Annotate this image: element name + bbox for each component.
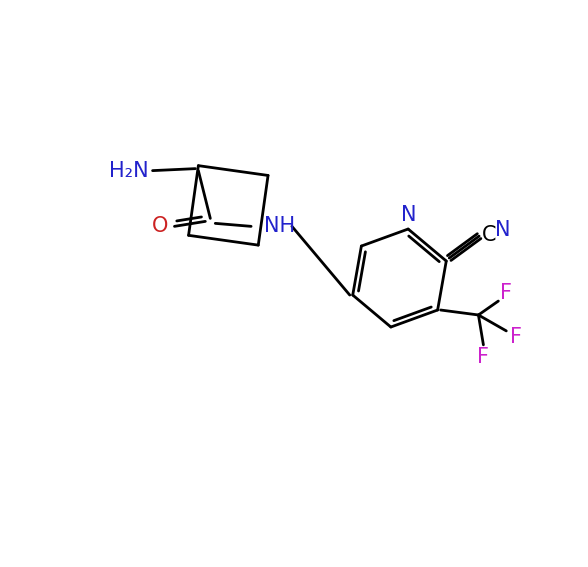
Text: H₂N: H₂N: [109, 160, 149, 181]
Text: NH: NH: [264, 217, 295, 236]
Text: O: O: [152, 217, 169, 236]
Text: N: N: [495, 220, 510, 240]
Text: C: C: [482, 225, 497, 245]
Text: N: N: [402, 205, 417, 225]
Text: F: F: [510, 327, 522, 347]
Text: F: F: [477, 347, 489, 367]
Text: F: F: [500, 283, 512, 303]
